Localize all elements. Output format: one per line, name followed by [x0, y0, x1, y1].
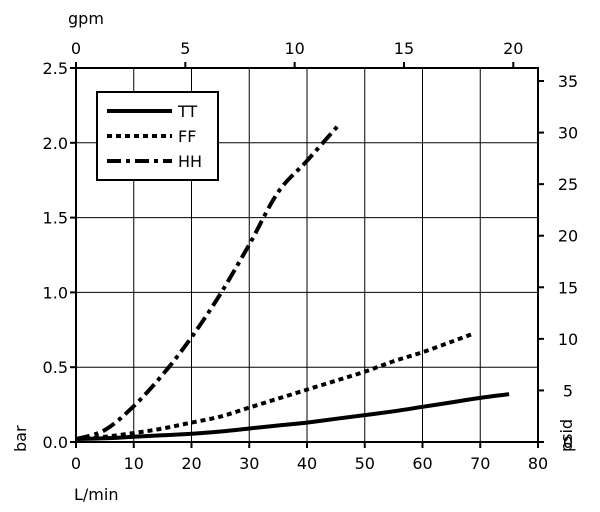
series-line-tt — [75, 392, 510, 441]
x-tick-label-50: 50 — [355, 454, 375, 473]
x-axis-ticks: 0 10 20 30 40 50 60 70 80 — [71, 442, 548, 473]
x2-tick-label-20: 20 — [503, 39, 523, 58]
y2-tick-label-30: 30 — [558, 124, 578, 143]
y2-tick-label-35: 35 — [558, 72, 578, 91]
legend: TT FF HH — [96, 91, 219, 181]
y2-tick-label-20: 20 — [558, 227, 578, 246]
x2-axis-ticks: 0 5 10 15 20 — [71, 39, 523, 68]
x-tick-label-0: 0 — [71, 454, 81, 473]
x2-tick-label-5: 5 — [180, 39, 190, 58]
x-tick-label-10: 10 — [124, 454, 144, 473]
x2-tick-label-15: 15 — [394, 39, 414, 58]
y-tick-label-0.5: 0.5 — [43, 358, 68, 377]
legend-label-ff: FF — [178, 127, 196, 146]
x-tick-label-60: 60 — [412, 454, 432, 473]
legend-label-hh: HH — [178, 152, 202, 171]
y2-axis-title: psid — [557, 419, 576, 452]
series-line-hh — [75, 123, 341, 441]
y-tick-label-2.5: 2.5 — [43, 59, 68, 78]
x-axis-title: L/min — [74, 485, 118, 504]
x-tick-label-70: 70 — [470, 454, 490, 473]
x-tick-label-80: 80 — [528, 454, 548, 473]
y-axis-title: bar — [11, 425, 30, 452]
series-layer — [75, 123, 510, 441]
y2-tick-label-25: 25 — [558, 175, 578, 194]
y2-tick-label-10: 10 — [558, 330, 578, 349]
y2-axis-ticks: 0 5 10 15 20 25 30 35 — [538, 72, 578, 452]
y2-tick-label-5: 5 — [563, 381, 573, 400]
y-axis-ticks: 0.0 0.5 1.0 1.5 2.0 2.5 — [43, 59, 76, 452]
y-tick-label-0.0: 0.0 — [43, 433, 68, 452]
y2-tick-label-0: 0 — [563, 433, 573, 452]
x-tick-label-40: 40 — [297, 454, 317, 473]
x2-tick-label-10: 10 — [284, 39, 304, 58]
x2-axis-title: gpm — [68, 9, 104, 28]
legend-label-tt: TT — [177, 102, 197, 121]
y-tick-label-1.0: 1.0 — [43, 283, 68, 302]
series-line-ff — [75, 332, 473, 441]
x-tick-label-30: 30 — [239, 454, 259, 473]
x2-tick-label-0: 0 — [71, 39, 81, 58]
y2-tick-label-15: 15 — [558, 278, 578, 297]
y-tick-label-1.5: 1.5 — [43, 209, 68, 228]
x-tick-label-20: 20 — [181, 454, 201, 473]
y-tick-label-2.0: 2.0 — [43, 134, 68, 153]
